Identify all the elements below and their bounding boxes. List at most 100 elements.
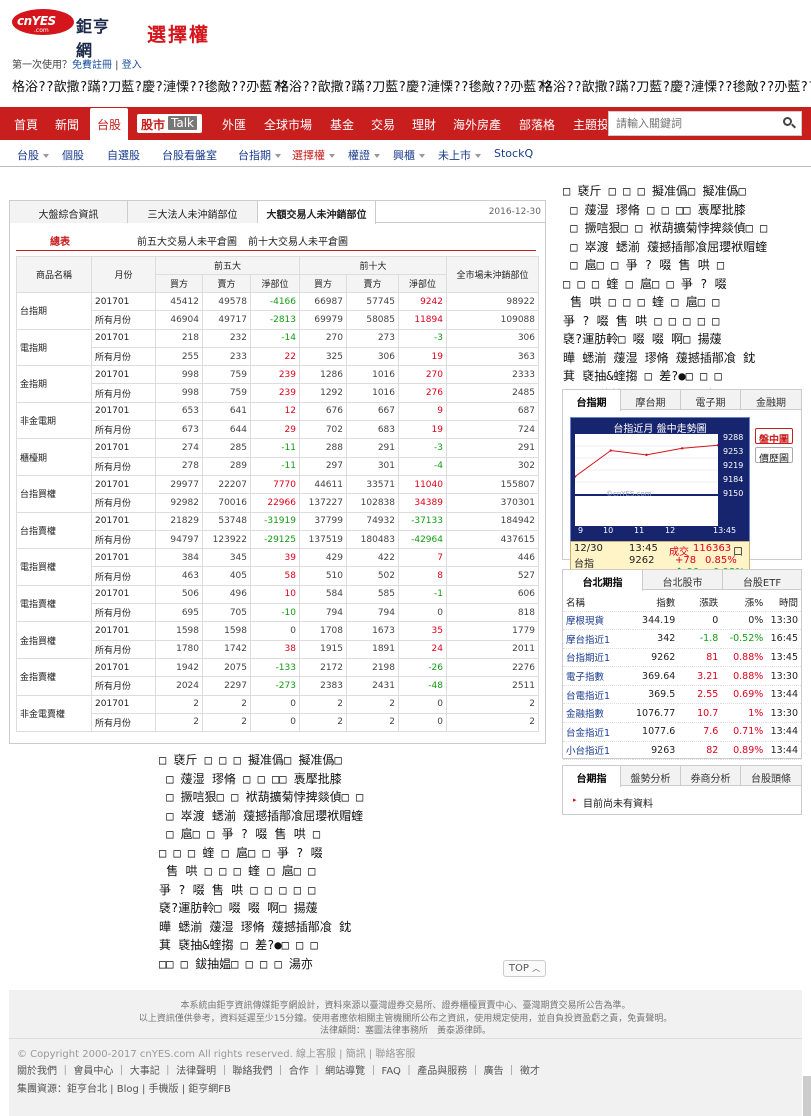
product-name[interactable]: 金指期 bbox=[16, 365, 92, 403]
product-name[interactable]: 電指賣權 bbox=[16, 584, 92, 623]
value-cell: 724 bbox=[446, 420, 539, 440]
product-name[interactable]: 台指買權 bbox=[16, 474, 92, 513]
index-name[interactable]: 台指期近1 bbox=[563, 648, 633, 668]
product-name[interactable]: 櫃檯期 bbox=[16, 438, 92, 476]
nav-blog[interactable]: 部落格 bbox=[519, 118, 556, 132]
index-name[interactable]: 摩台指近1 bbox=[563, 629, 633, 649]
search-box bbox=[608, 111, 802, 136]
index-row[interactable]: 摩根現貨 344.19 0 0% 13:30 bbox=[563, 611, 801, 631]
index-name[interactable]: 電子指數 bbox=[563, 666, 633, 686]
product-name[interactable]: 金指買權 bbox=[16, 621, 92, 659]
index-name[interactable]: 台金指近1 bbox=[563, 722, 633, 742]
index-row[interactable]: 電子指數 369.64 3.21 0.88% 13:30 bbox=[563, 666, 801, 686]
index-row[interactable]: 小台指近1 9263 82 0.89% 13:44 bbox=[563, 741, 801, 761]
footer-copyright[interactable]: © Copyright 2000-2017 cnYES.com All righ… bbox=[17, 1049, 416, 1060]
history-button[interactable]: 價歷圖 bbox=[755, 447, 793, 465]
tab-broker-analysis[interactable]: 券商分析 bbox=[681, 766, 741, 786]
back-to-top-button[interactable]: TOP ︿ bbox=[503, 960, 546, 977]
tab-top10-chart[interactable]: 前十大交易人未平倉圖 bbox=[248, 237, 348, 248]
tab-tx[interactable]: 台指期 bbox=[563, 390, 621, 411]
login-link[interactable]: 登入 bbox=[121, 60, 142, 71]
product-name[interactable]: 電指期 bbox=[16, 328, 92, 367]
value-cell: 22207 bbox=[202, 474, 251, 495]
subnav-stock[interactable]: 個股 bbox=[62, 149, 84, 162]
subnav-futures[interactable]: 台指期 bbox=[238, 147, 281, 163]
subnav-room[interactable]: 台股看盤室 bbox=[162, 149, 217, 162]
index-value: 344.19 bbox=[633, 611, 679, 631]
value-cell: 1598 bbox=[202, 621, 251, 641]
subnav-emerging[interactable]: 興櫃 bbox=[393, 147, 425, 163]
search-icon[interactable] bbox=[783, 117, 796, 129]
product-name[interactable]: 非金電期 bbox=[16, 401, 92, 440]
tab-tpe-futures[interactable]: 台北期指 bbox=[563, 570, 643, 591]
tab-headlines[interactable]: 台股頭條 bbox=[751, 774, 791, 785]
value-cell: 1292 bbox=[299, 383, 347, 403]
tab-market-analysis[interactable]: 盤勢分析 bbox=[621, 766, 681, 786]
nav-finance[interactable]: 理財 bbox=[412, 118, 437, 132]
subnav-watchlist[interactable]: 自選股 bbox=[107, 149, 140, 162]
nav-forex[interactable]: 外匯 bbox=[222, 118, 247, 132]
stock-talk-button[interactable]: 股市 Talk bbox=[137, 114, 202, 133]
tab-summary[interactable]: 總表 bbox=[50, 237, 70, 248]
ticker-text[interactable]: 格浴??歆撒?蹣?刀藍?慶?漣慄??毶敵??刅藍?? bbox=[12, 80, 288, 95]
tab-tpe-stocks[interactable]: 台北股市 bbox=[643, 570, 723, 590]
nav-trade[interactable]: 交易 bbox=[371, 118, 396, 132]
footer-links[interactable]: 關於我們 ｜ 會員中心 ｜ 大事記 ｜ 法律聲明 ｜ 聯絡我們 ｜ 合作 ｜ 網… bbox=[17, 1066, 540, 1077]
price-point bbox=[609, 449, 612, 452]
nav-realestate[interactable]: 海外房產 bbox=[453, 118, 502, 132]
product-name[interactable]: 金指賣權 bbox=[16, 657, 92, 696]
product-name[interactable]: 台指期 bbox=[16, 292, 92, 330]
tab-msci[interactable]: 摩台期 bbox=[621, 390, 681, 410]
subnav-stockq[interactable]: StockQ bbox=[494, 147, 534, 160]
subnav-options[interactable]: 選擇權 bbox=[292, 147, 335, 163]
value-cell: 19 bbox=[398, 346, 447, 367]
tab-tf[interactable]: 金融期 bbox=[756, 398, 786, 409]
value-cell: 2024 bbox=[155, 676, 203, 696]
tab-large-trader[interactable]: 大額交易人未沖銷部位 bbox=[258, 201, 376, 224]
subnav-twstock[interactable]: 台股 bbox=[17, 147, 49, 163]
index-row[interactable]: 台金指近1 1077.6 7.6 0.71% 13:44 bbox=[563, 722, 801, 742]
product-name[interactable]: 非金電賣權 bbox=[16, 694, 92, 733]
intraday-button[interactable]: 盤中圖 bbox=[755, 428, 793, 446]
nav-twstock[interactable]: 台股 bbox=[90, 108, 129, 140]
value-cell: 306 bbox=[446, 328, 539, 348]
tab-etf[interactable]: 台股ETF bbox=[742, 578, 782, 589]
value-cell: 644 bbox=[202, 420, 251, 440]
product-name[interactable]: 電指買權 bbox=[16, 548, 92, 586]
ticker-text[interactable]: 格浴??歆撒?蹣?刀藍?慶?漣慄??毶敵??刅藍?? bbox=[276, 80, 552, 95]
subnav-warrants[interactable]: 權證 bbox=[348, 147, 380, 163]
index-name[interactable]: 摩根現貨 bbox=[563, 611, 633, 631]
nav-news[interactable]: 新聞 bbox=[55, 118, 80, 132]
tab-top5-chart[interactable]: 前五大交易人未平倉圖 bbox=[137, 237, 237, 248]
tab-institutional[interactable]: 三大法人未沖銷部位 bbox=[128, 201, 258, 223]
tab-te[interactable]: 電子期 bbox=[681, 390, 741, 410]
value-cell: 818 bbox=[446, 603, 539, 623]
value-cell: 998 bbox=[155, 383, 203, 403]
nav-global[interactable]: 全球市場 bbox=[264, 118, 313, 132]
index-row[interactable]: 台指期近1 9262 81 0.88% 13:45 bbox=[563, 648, 801, 668]
index-row[interactable]: 摩台指近1 342 -1.8 -0.52% 16:45 bbox=[563, 629, 801, 649]
value-cell: 35 bbox=[398, 621, 447, 641]
footer-group[interactable]: 集團資源：鉅亨台北 | Blog | 手機版 | 鉅亨網FB bbox=[17, 1084, 231, 1095]
scrollbar-thumb[interactable] bbox=[803, 1076, 811, 1116]
register-link[interactable]: 免費註冊 bbox=[72, 60, 112, 71]
marquee-ticker[interactable]: 格浴??歆撒?蹣?刀藍?慶?漣慄??毶敵??刅藍?? 格浴??歆撒?蹣?刀藍?慶… bbox=[0, 74, 811, 95]
tab-txf[interactable]: 台期指 bbox=[563, 766, 621, 787]
index-row[interactable]: 台電指近1 369.5 2.55 0.69% 13:44 bbox=[563, 685, 801, 705]
search-input[interactable] bbox=[609, 112, 779, 135]
subnav-unlisted[interactable]: 未上市 bbox=[438, 147, 481, 163]
value-cell: 695 bbox=[155, 603, 203, 623]
nav-topics[interactable]: 主題投 bbox=[573, 118, 607, 132]
cnyes-logo[interactable]: cnYES .com 鉅亨網 bbox=[12, 9, 120, 60]
value-cell: 137519 bbox=[299, 529, 347, 550]
tab-market-info[interactable]: 大盤綜合資訊 bbox=[10, 201, 128, 223]
index-name[interactable]: 台電指近1 bbox=[563, 685, 633, 705]
nav-home[interactable]: 首頁 bbox=[14, 118, 39, 132]
index-row[interactable]: 金融指數 1076.77 10.7 1% 13:30 bbox=[563, 703, 801, 724]
index-name[interactable]: 金融指數 bbox=[563, 703, 633, 724]
index-name[interactable]: 小台指近1 bbox=[563, 741, 633, 761]
ticker-text[interactable]: 格浴??歆撒?蹣?刀藍?慶?漣慄??毶敵??刅藍?? bbox=[540, 80, 811, 95]
value-cell: 1780 bbox=[155, 639, 203, 659]
product-name[interactable]: 台指賣權 bbox=[16, 511, 92, 550]
nav-fund[interactable]: 基金 bbox=[330, 118, 355, 132]
